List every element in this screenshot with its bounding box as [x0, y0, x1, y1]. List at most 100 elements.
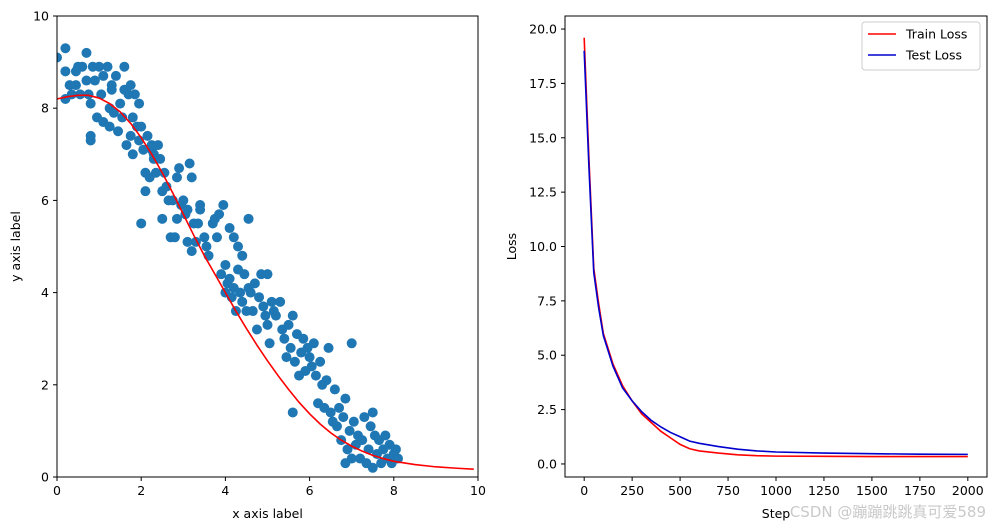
scatter-point [275, 296, 286, 307]
scatter-point [121, 140, 132, 151]
loss-x-ticks: 0 250 500 750 1000 1250 1500 1750 2000 [580, 477, 984, 498]
scatter-point [110, 70, 121, 81]
scatter-point [285, 342, 296, 353]
scatter-point [98, 70, 109, 81]
scatter-y-tick-label: 2 [41, 377, 49, 392]
scatter-point [70, 66, 81, 77]
scatter-point [117, 112, 128, 123]
scatter-point [262, 269, 273, 280]
scatter-point [245, 287, 256, 298]
scatter-y-tick-label: 8 [41, 101, 49, 116]
scatter-point [169, 232, 180, 243]
scatter-point [266, 296, 277, 307]
loss-x-axis-label: Step [762, 506, 791, 521]
scatter-point [340, 393, 351, 404]
scatter-point [85, 135, 96, 146]
scatter-point [138, 144, 149, 155]
scatter-point [125, 130, 136, 141]
scatter-point [239, 269, 250, 280]
scatter-point [81, 47, 92, 58]
scatter-point [159, 167, 170, 178]
scatter-point [279, 333, 290, 344]
loss-series [583, 37, 968, 458]
scatter-point [287, 310, 298, 321]
scatter-point [146, 140, 157, 151]
scatter-point [178, 195, 189, 206]
scatter-point [270, 310, 281, 321]
scatter-point [331, 421, 342, 432]
scatter-point [359, 412, 370, 423]
scatter-point [260, 310, 271, 321]
scatter-x-tick-label: 4 [221, 483, 229, 498]
scatter-y-tick-label: 10 [33, 9, 49, 24]
scatter-point [390, 444, 401, 455]
scatter-point [310, 370, 321, 381]
scatter-point [365, 421, 376, 432]
loss-y-tick-label: 7.5 [537, 293, 557, 308]
scatter-point [254, 292, 265, 303]
scatter-point [214, 209, 225, 220]
scatter-point [94, 61, 105, 72]
scatter-y-tick-label: 0 [41, 470, 49, 485]
scatter-point [357, 435, 368, 446]
loss-x-tick-label: 250 [620, 483, 644, 498]
scatter-point [334, 402, 345, 413]
scatter-point [218, 200, 229, 211]
scatter-point [127, 149, 138, 160]
scatter-point [304, 352, 315, 363]
scatter-point [315, 356, 326, 367]
scatter-axes-frame [56, 15, 479, 478]
loss-x-tick-label: 750 [716, 483, 740, 498]
loss-y-tick-label: 17.5 [529, 76, 557, 91]
scatter-point [228, 232, 239, 243]
scatter-point [85, 98, 96, 109]
legend-test-label: Test Loss [905, 48, 962, 63]
scatter-point [89, 75, 100, 86]
scatter-point [104, 121, 115, 132]
scatter-point [201, 241, 212, 252]
loss-legend: Train Loss Test Loss [861, 21, 981, 71]
scatter-y-tick-label: 6 [41, 193, 49, 208]
scatter-point [60, 43, 71, 54]
scatter-point [235, 287, 246, 298]
scatter-point [136, 121, 147, 132]
scatter-point [264, 338, 275, 349]
test-loss-line [583, 50, 968, 456]
scatter-point [342, 444, 353, 455]
scatter-y-axis-label: y axis label [8, 211, 23, 282]
loss-y-ticks: 0.0 2.5 5.0 7.5 10.0 12.5 15.0 17.5 20.0 [529, 22, 565, 471]
scatter-point [325, 407, 336, 418]
scatter-point [233, 241, 244, 252]
scatter-point [127, 112, 138, 123]
scatter-point [106, 80, 117, 91]
scatter-point [281, 352, 292, 363]
scatter-point [125, 80, 136, 91]
scatter-point [380, 430, 391, 441]
scatter-point [237, 250, 248, 261]
loss-y-tick-label: 20.0 [529, 22, 557, 37]
scatter-point [329, 384, 340, 395]
scatter-point [308, 338, 319, 349]
loss-x-tick-label: 0 [580, 483, 588, 498]
loss-y-tick-label: 5.0 [537, 348, 557, 363]
loss-y-tick-label: 12.5 [529, 185, 557, 200]
scatter-point [283, 319, 294, 330]
scatter-point [182, 236, 193, 247]
scatter-point [171, 172, 182, 183]
scatter-point [287, 407, 298, 418]
scatter-point [298, 333, 309, 344]
scatter-point [224, 223, 235, 234]
scatter-point [216, 269, 227, 280]
scatter-x-tick-label: 0 [53, 483, 61, 498]
scatter-point [220, 259, 231, 270]
scatter-point [70, 80, 81, 91]
scatter-points [57, 43, 404, 473]
scatter-x-tick-label: 10 [470, 483, 486, 498]
scatter-x-tick-label: 6 [306, 483, 314, 498]
scatter-point [211, 232, 222, 243]
scatter-point [243, 213, 254, 224]
scatter-point [102, 61, 113, 72]
scatter-point [150, 167, 161, 178]
scatter-point [186, 246, 197, 257]
